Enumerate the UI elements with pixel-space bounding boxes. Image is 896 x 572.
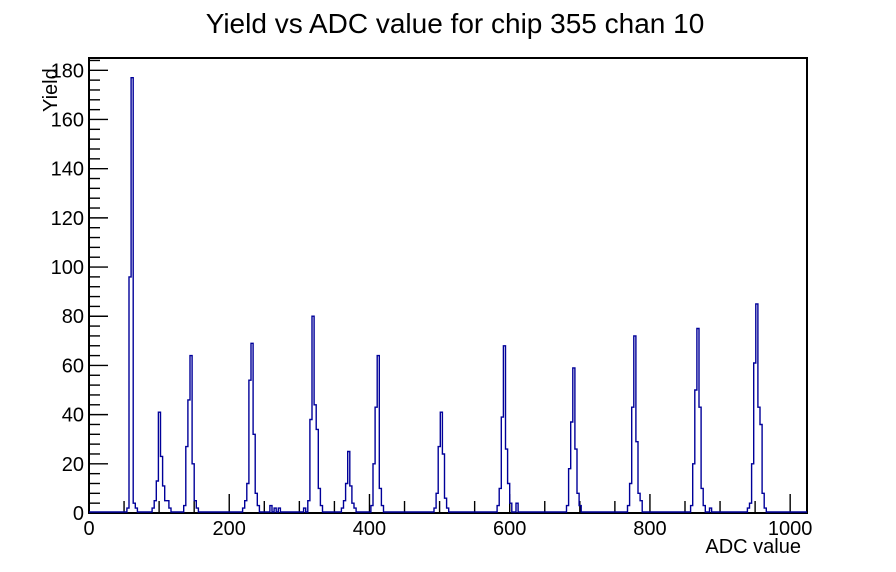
y-tick-label: 160 (51, 109, 84, 131)
y-tick-label: 20 (62, 454, 84, 476)
y-tick-label: 0 (73, 503, 84, 525)
y-tick-label: 100 (51, 257, 84, 279)
x-tick-label: 200 (213, 518, 246, 540)
y-tick-label: 140 (51, 159, 84, 181)
y-tick-label: 60 (62, 355, 84, 377)
x-tick-label: 800 (633, 518, 666, 540)
x-tick-label: 600 (493, 518, 526, 540)
y-tick-label: 80 (62, 306, 84, 328)
y-tick-label: 120 (51, 208, 84, 230)
axis-ticks (88, 59, 791, 514)
y-tick-label: 180 (51, 60, 84, 82)
x-tick-label: 400 (353, 518, 386, 540)
histogram-series (89, 77, 807, 513)
x-axis-title: ADC value (705, 536, 801, 558)
x-tick-label: 0 (83, 518, 94, 540)
histogram-line (89, 77, 807, 513)
x-tick-label: 1000 (768, 518, 813, 540)
chart-title: Yield vs ADC value for chip 355 chan 10 (205, 8, 705, 39)
axis-tick-labels: 0 200 400 600 800 1000 0 20 40 60 80 100 120 140 160 18… (51, 60, 813, 540)
y-tick-label: 40 (62, 405, 84, 427)
plot-frame (88, 57, 808, 514)
y-axis-title: Yield (40, 68, 62, 112)
